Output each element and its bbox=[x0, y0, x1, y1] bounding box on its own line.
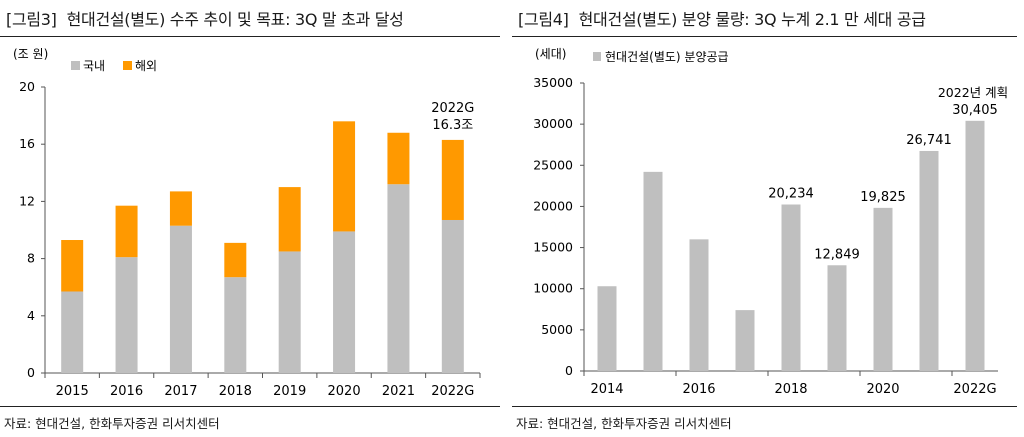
bar-2015-series-1 bbox=[61, 291, 84, 373]
annotation-line-1: 2022G bbox=[431, 101, 474, 116]
y-tick-label: 20000 bbox=[533, 198, 573, 213]
bar-2019-series-2 bbox=[278, 187, 301, 252]
bar-2020-series-2 bbox=[333, 121, 356, 232]
bar-2019-series-1 bbox=[278, 251, 301, 373]
x-tick-label: 2019 bbox=[273, 384, 306, 399]
legend-swatch-2 bbox=[123, 61, 132, 70]
bar-2015 bbox=[643, 171, 663, 371]
x-tick-label: 2014 bbox=[590, 382, 623, 397]
bar-2021-series-2 bbox=[387, 132, 410, 185]
y-tick-label: 35000 bbox=[533, 75, 573, 90]
y-tick-label: 0 bbox=[27, 365, 35, 380]
legend-label-1: 현대건설(별도) 분양공급 bbox=[605, 50, 729, 64]
source-rule bbox=[512, 406, 1017, 407]
annotation-line-1: 2022년 계획 bbox=[938, 85, 1008, 100]
chart-title: [그림3] 현대건설(별도) 수주 추이 및 목표: 3Q 말 초과 달성 bbox=[6, 6, 404, 30]
bar-2020-series-1 bbox=[333, 231, 356, 373]
y-tick-label: 4 bbox=[27, 308, 35, 323]
x-tick-label: 2016 bbox=[110, 384, 143, 399]
y-tick-label: 5000 bbox=[541, 322, 573, 337]
bar-2016-series-1 bbox=[115, 257, 138, 373]
supply-chart: (세대) 현대건설(별도) 분양공급 0 5000 10000 15000 20000 250… bbox=[533, 47, 1008, 397]
x-tick-label: 2015 bbox=[56, 384, 89, 399]
x-tick-label: 2020 bbox=[328, 384, 361, 399]
source-rule bbox=[0, 406, 500, 407]
bar-2021-series-1 bbox=[387, 184, 410, 373]
bar-2017-series-2 bbox=[169, 191, 192, 226]
x-tick-label: 2020 bbox=[866, 382, 899, 397]
y-tick-label: 12 bbox=[19, 193, 35, 208]
title-text: 현대건설(별도) 분양 물량: 3Q 누계 2.1 만 세대 공급 bbox=[578, 10, 926, 29]
data-label: 26,741 bbox=[906, 133, 952, 148]
legend-swatch-1 bbox=[593, 52, 601, 61]
orders-chart: (조 원) 국내 해외 0 4 8 12 16 20 2015 2016 2017 2018 2019 20… bbox=[13, 47, 481, 399]
bar-2017-series-1 bbox=[169, 225, 192, 373]
figure-number: [그림4] bbox=[518, 10, 569, 29]
x-tick-label: 2022G bbox=[431, 384, 474, 399]
x-tick-label: 2018 bbox=[219, 384, 252, 399]
x-tick-label: 2021 bbox=[382, 384, 415, 399]
x-tick-label: 2018 bbox=[774, 382, 807, 397]
y-tick-label: 20 bbox=[19, 79, 35, 94]
bar-2016 bbox=[689, 239, 709, 371]
data-label: 20,234 bbox=[768, 187, 814, 202]
bar-2018-series-2 bbox=[224, 242, 247, 278]
y-tick-label: 25000 bbox=[533, 157, 573, 172]
chart-title: [그림4] 현대건설(별도) 분양 물량: 3Q 누계 2.1 만 세대 공급 bbox=[518, 6, 926, 30]
bar-2018-series-1 bbox=[224, 277, 247, 373]
y-tick-label: 30000 bbox=[533, 116, 573, 131]
title-text: 현대건설(별도) 수주 추이 및 목표: 3Q 말 초과 달성 bbox=[66, 10, 404, 29]
bar-2019 bbox=[827, 265, 847, 371]
x-tick-label: 2022G bbox=[953, 382, 996, 397]
legend-swatch-1 bbox=[71, 61, 80, 70]
title-rule bbox=[512, 36, 1017, 37]
y-tick-label: 8 bbox=[27, 251, 35, 266]
bar-2014 bbox=[597, 286, 617, 371]
bar-2022G-series-1 bbox=[441, 219, 464, 373]
y-tick-label: 0 bbox=[565, 363, 573, 378]
y-tick-label: 10000 bbox=[533, 281, 573, 296]
title-rule bbox=[0, 36, 500, 37]
chart-panel-supply: [그림4] 현대건설(별도) 분양 물량: 3Q 누계 2.1 만 세대 공급 (… bbox=[512, 0, 1024, 437]
data-label: 12,849 bbox=[814, 247, 860, 262]
bar-2017 bbox=[735, 310, 755, 371]
y-tick-label: 16 bbox=[19, 136, 35, 151]
x-tick-label: 2016 bbox=[682, 382, 715, 397]
legend-label-2: 해외 bbox=[135, 59, 157, 73]
chart-panel-orders: [그림3] 현대건설(별도) 수주 추이 및 목표: 3Q 말 초과 달성 (조 … bbox=[0, 0, 500, 437]
bar-2018 bbox=[781, 204, 801, 371]
figure-number: [그림3] bbox=[6, 10, 57, 29]
x-tick-label: 2017 bbox=[164, 384, 197, 399]
bar-2016-series-2 bbox=[115, 205, 138, 258]
bar-2021 bbox=[919, 150, 939, 371]
y-axis-unit: (세대) bbox=[535, 47, 566, 61]
data-label: 19,825 bbox=[860, 190, 906, 205]
annotation-line-2: 16.3조 bbox=[432, 118, 473, 133]
source-note: 자료: 현대건설, 한화투자증권 리서치센터 bbox=[4, 416, 220, 431]
data-label: 30,405 bbox=[952, 103, 998, 118]
bar-2022G-series-2 bbox=[441, 139, 464, 220]
legend-label-1: 국내 bbox=[83, 59, 105, 73]
y-axis-unit: (조 원) bbox=[13, 47, 48, 61]
bar-2015-series-2 bbox=[61, 240, 84, 292]
source-note: 자료: 현대건설, 한화투자증권 리서치센터 bbox=[516, 416, 732, 431]
y-tick-label: 15000 bbox=[533, 240, 573, 255]
bar-2020 bbox=[873, 207, 893, 371]
bar-2022G bbox=[965, 120, 985, 371]
